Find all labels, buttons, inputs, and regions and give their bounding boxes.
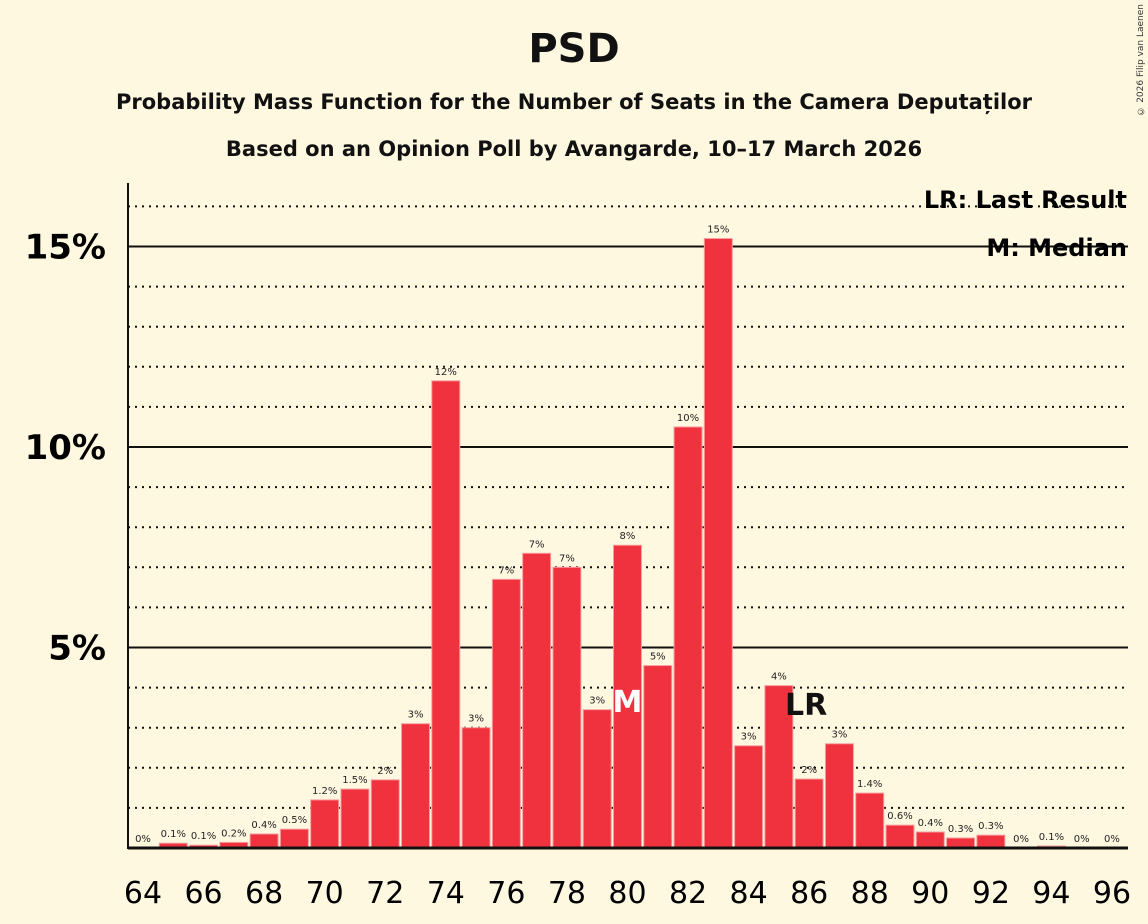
data-label-86: 2% (801, 765, 817, 776)
data-label-67: 0.2% (221, 828, 246, 839)
x-tick-label: 90 (911, 876, 949, 911)
chart-subtitle: Probability Mass Function for the Number… (115, 90, 1032, 114)
bar-81 (643, 665, 673, 849)
legend-median: M: Median (986, 234, 1127, 262)
bar-76 (491, 578, 521, 849)
x-tick-label: 74 (427, 876, 465, 911)
bar-77 (522, 552, 552, 849)
x-tick-label: 72 (366, 876, 404, 911)
data-label-70: 1.2% (312, 786, 337, 797)
data-label-68: 0.4% (251, 820, 276, 831)
x-tick-label: 86 (790, 876, 828, 911)
bar-79 (582, 709, 612, 849)
data-label-90: 0.4% (918, 818, 943, 829)
bar-74 (431, 380, 461, 849)
data-label-88: 1.4% (857, 779, 882, 790)
data-label-74: 12% (435, 367, 457, 378)
data-label-83: 15% (707, 224, 729, 235)
data-label-85: 4% (771, 672, 787, 683)
last-result-marker: LR (785, 688, 827, 723)
x-tick-label: 64 (124, 876, 162, 911)
data-label-87: 3% (832, 730, 848, 741)
median-marker: M (613, 685, 643, 720)
x-tick-label: 76 (487, 876, 525, 911)
data-label-69: 0.5% (282, 815, 307, 826)
bar-91 (946, 837, 976, 849)
data-label-64: 0% (135, 834, 151, 845)
bar-73 (401, 723, 431, 849)
bar-87 (824, 743, 854, 849)
bar-90 (915, 831, 945, 849)
data-label-71: 1.5% (342, 775, 367, 786)
data-label-73: 3% (408, 710, 424, 721)
data-label-95: 0% (1074, 834, 1090, 845)
y-tick-label: 10% (25, 428, 106, 468)
bar-69 (279, 828, 309, 849)
legend-last-result: LR: Last Result (924, 186, 1127, 214)
data-label-94: 0.1% (1039, 832, 1064, 843)
x-tick-label: 78 (548, 876, 586, 911)
data-label-82: 10% (677, 413, 699, 424)
bar-85 (764, 685, 794, 849)
data-label-78: 7% (559, 553, 575, 564)
data-label-81: 5% (650, 652, 666, 663)
data-label-89: 0.6% (887, 811, 912, 822)
data-label-65: 0.1% (161, 829, 186, 840)
bar-89 (885, 824, 915, 849)
data-label-77: 7% (529, 539, 545, 550)
bar-82 (673, 426, 703, 849)
bar-70 (310, 799, 340, 849)
data-label-72: 2% (377, 766, 393, 777)
y-tick-label: 5% (48, 629, 106, 669)
bar-80 (612, 544, 642, 849)
bar-71 (340, 788, 370, 849)
x-tick-label: 82 (669, 876, 707, 911)
bar-68 (249, 833, 279, 849)
data-label-80: 8% (620, 531, 636, 542)
x-tick-label: 92 (972, 876, 1010, 911)
data-label-84: 3% (741, 732, 757, 743)
bar-84 (734, 745, 764, 849)
y-tick-label: 15% (25, 228, 106, 268)
data-label-96: 0% (1104, 834, 1120, 845)
chart-subtitle-2: Based on an Opinion Poll by Avangarde, 1… (225, 137, 923, 161)
x-tick-label: 96 (1093, 876, 1131, 911)
data-label-75: 3% (468, 714, 484, 725)
x-tick-label: 68 (245, 876, 283, 911)
bar-72 (370, 779, 400, 849)
bar-83 (703, 237, 733, 849)
x-tick-label: 66 (184, 876, 222, 911)
data-label-79: 3% (589, 696, 605, 707)
data-label-91: 0.3% (948, 824, 973, 835)
data-label-76: 7% (498, 565, 514, 576)
x-tick-label: 84 (730, 876, 768, 911)
data-label-66: 0.1% (191, 831, 216, 842)
x-tick-label: 80 (608, 876, 646, 911)
bar-78 (552, 566, 582, 849)
bar-86 (794, 778, 824, 849)
data-label-93: 0% (1013, 834, 1029, 845)
data-label-92: 0.3% (978, 821, 1003, 832)
bar-75 (461, 727, 491, 849)
x-tick-label: 94 (1032, 876, 1070, 911)
chart-title: PSD (528, 26, 620, 72)
x-tick-label: 70 (306, 876, 344, 911)
bar-92 (976, 834, 1006, 849)
bar-88 (855, 792, 885, 849)
x-tick-label: 88 (851, 876, 889, 911)
